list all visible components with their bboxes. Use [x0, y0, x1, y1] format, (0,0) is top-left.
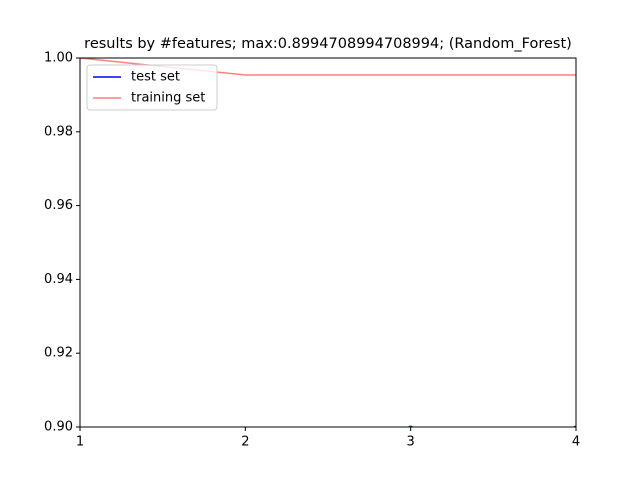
x-tick-label: 3 — [407, 435, 415, 450]
overlay: 1 2 3 4 0.90 0.92 0.94 0.96 0.98 1.00 test set trai… — [44, 51, 580, 450]
legend-label: test set — [131, 70, 180, 85]
x-tick-label: 2 — [241, 435, 249, 450]
y-tick-label: 0.90 — [44, 420, 73, 435]
y-tick-label: 0.92 — [44, 346, 73, 361]
y-tick-label: 0.98 — [44, 124, 73, 139]
x-tick-label: 1 — [76, 435, 84, 450]
y-tick-label: 1.00 — [44, 51, 73, 66]
legend-label: training set — [131, 91, 205, 106]
x-tick-label: 4 — [572, 435, 580, 450]
axes-frame — [79, 57, 577, 428]
y-tick-label: 0.96 — [44, 198, 73, 213]
chart-title: results by #features; max:0.899470899470… — [84, 36, 572, 52]
y-tick-label: 0.94 — [44, 272, 73, 287]
